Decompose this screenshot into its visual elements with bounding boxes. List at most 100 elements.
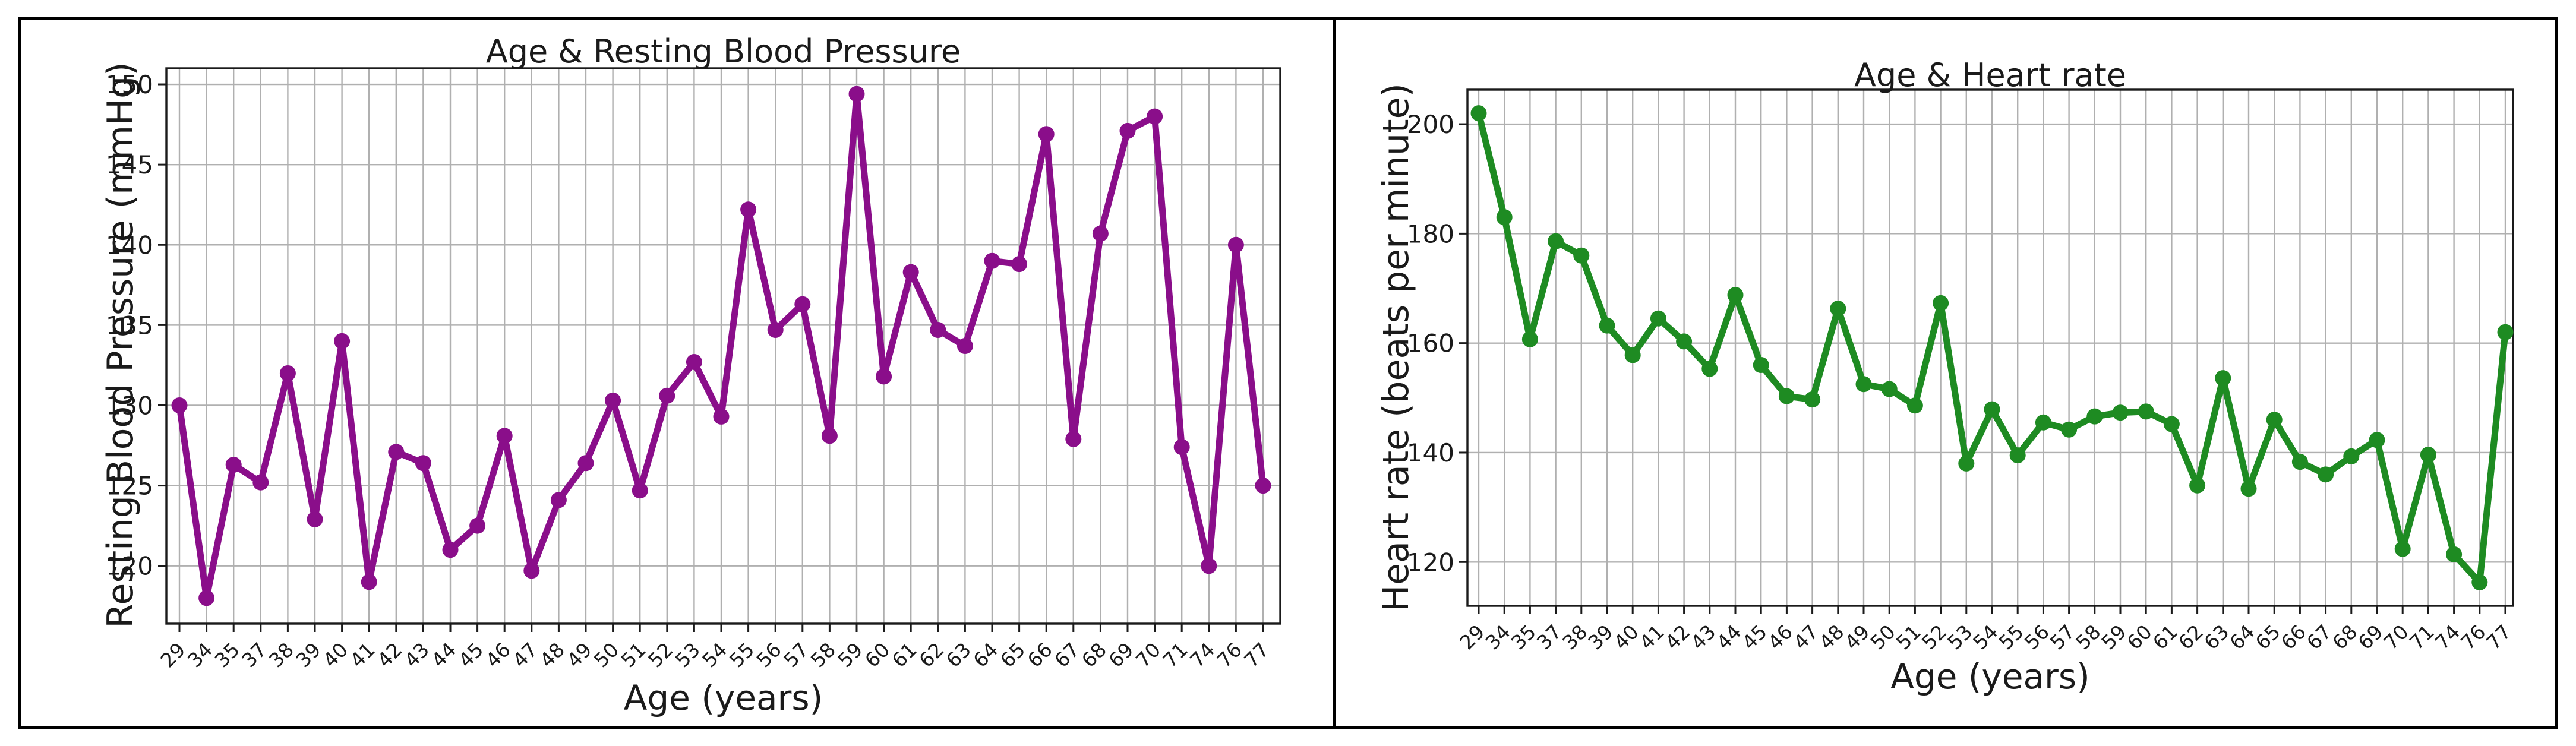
- data-point-marker: [171, 397, 188, 413]
- data-point-marker: [415, 455, 431, 472]
- data-point-marker: [2291, 454, 2308, 470]
- data-point-marker: [279, 365, 296, 381]
- data-point-marker: [2163, 416, 2180, 432]
- heart-rate-plot: 1201401601802002934353738394041424344454…: [1407, 88, 2516, 654]
- data-point-marker: [1701, 361, 1718, 377]
- data-point-marker: [1173, 439, 1190, 456]
- data-point-marker: [956, 338, 973, 354]
- data-point-marker: [686, 354, 702, 371]
- data-point-marker: [2189, 477, 2206, 494]
- data-point-marker: [1038, 126, 1055, 143]
- y-tick-label: 125: [106, 472, 153, 501]
- data-point-marker: [2035, 414, 2051, 431]
- data-point-marker: [2061, 421, 2078, 438]
- y-tick-label: 120: [106, 552, 153, 581]
- data-point-marker: [1624, 347, 1641, 363]
- y-tick-label: 140: [106, 230, 153, 260]
- data-point-marker: [442, 542, 459, 558]
- data-point-marker: [1227, 236, 1244, 253]
- data-point-marker: [1650, 310, 1666, 327]
- data-point-marker: [2086, 408, 2103, 425]
- data-point-marker: [1676, 333, 1693, 350]
- y-tick-label: 130: [106, 391, 153, 420]
- y-tick-label: 160: [1407, 329, 1454, 358]
- data-point-marker: [1065, 431, 1082, 447]
- data-point-marker: [1255, 478, 1271, 494]
- data-point-marker: [1470, 105, 1487, 122]
- x-axis-label-blood-pressure: Age (years): [623, 678, 823, 718]
- data-point-marker: [1804, 391, 1821, 408]
- data-point-marker: [225, 456, 242, 473]
- data-point-marker: [334, 333, 351, 349]
- x-axis-label-heart-rate: Age (years): [1890, 656, 2090, 697]
- x-tick-label: 77: [1239, 638, 1273, 672]
- data-point-marker: [1906, 397, 1923, 414]
- data-point-marker: [1984, 401, 2000, 418]
- data-point-marker: [1548, 233, 1564, 249]
- data-point-marker: [1201, 558, 1217, 574]
- data-point-marker: [2446, 546, 2463, 562]
- data-point-marker: [307, 511, 323, 527]
- blood-pressure-plot: 1201251301351401451502934353738394041424…: [106, 67, 1281, 672]
- data-point-marker: [1958, 455, 1975, 472]
- data-point-marker: [1830, 301, 1846, 317]
- data-point-marker: [767, 321, 784, 338]
- data-point-marker: [1778, 388, 1795, 404]
- data-point-marker: [550, 492, 567, 508]
- panel-divider: [1333, 17, 1336, 729]
- data-point-marker: [984, 252, 1000, 269]
- chart-title-blood-pressure: Age & Resting Blood Pressure: [485, 33, 961, 70]
- y-tick-label: 200: [1407, 110, 1454, 139]
- y-tick-label: 150: [106, 70, 153, 99]
- data-point-marker: [2343, 448, 2360, 464]
- data-point-marker: [2394, 540, 2411, 557]
- data-point-marker: [848, 86, 865, 102]
- data-point-marker: [605, 392, 621, 409]
- data-point-marker: [2369, 432, 2385, 448]
- data-point-marker: [1092, 225, 1109, 242]
- data-point-marker: [1521, 331, 1538, 347]
- data-point-marker: [2138, 403, 2154, 420]
- data-point-marker: [930, 321, 946, 338]
- chart-title-heart-rate: Age & Heart rate: [1854, 56, 2127, 94]
- data-point-marker: [632, 482, 648, 499]
- data-point-marker: [1119, 122, 1136, 139]
- figure-border: [18, 17, 2558, 729]
- data-point-marker: [1855, 376, 1872, 393]
- data-point-marker: [577, 455, 594, 472]
- data-point-marker: [821, 428, 838, 444]
- data-point-marker: [2112, 404, 2129, 421]
- chart-panel-heart-rate: 120 140 160 180 200 29 34 35 37 38 39 40 41 42 43 44 45 4…: [1337, 20, 2555, 726]
- data-point-marker: [2240, 481, 2257, 497]
- x-tick-label: 77: [2482, 620, 2515, 654]
- data-point-marker: [198, 590, 215, 606]
- data-point-marker: [1011, 256, 1028, 273]
- data-point-marker: [902, 264, 919, 280]
- y-tick-label: 145: [106, 150, 153, 179]
- data-point-marker: [794, 296, 811, 312]
- data-point-marker: [740, 201, 757, 218]
- y-axis-label-heart-rate: Heart rate (beats per minute): [1375, 83, 1417, 612]
- data-point-marker: [469, 517, 486, 534]
- data-point-marker: [1933, 295, 1949, 311]
- data-point-marker: [1881, 381, 1898, 397]
- data-point-marker: [496, 428, 513, 444]
- y-axis-label-blood-pressure: Resting Blood Pressure (mmHg): [100, 62, 141, 628]
- chart-panel-blood-pressure: 120 125 130 135 140 145 150 29 34 35 37 38 39 40 41 42 4…: [21, 20, 1333, 726]
- data-point-marker: [1753, 357, 1769, 374]
- data-point-marker: [1496, 209, 1513, 226]
- data-point-marker: [2266, 412, 2283, 428]
- data-point-marker: [659, 387, 675, 404]
- data-point-marker: [713, 408, 730, 425]
- data-point-marker: [876, 368, 892, 385]
- data-point-marker: [2318, 466, 2334, 483]
- data-point-marker: [1727, 287, 1744, 304]
- data-point-marker: [523, 562, 540, 579]
- y-tick-label: 135: [106, 311, 153, 340]
- y-tick-label: 180: [1407, 219, 1454, 248]
- y-tick-label: 120: [1407, 548, 1454, 577]
- data-point-marker: [2420, 447, 2436, 463]
- data-point-marker: [2497, 324, 2514, 340]
- data-point-marker: [2471, 574, 2488, 590]
